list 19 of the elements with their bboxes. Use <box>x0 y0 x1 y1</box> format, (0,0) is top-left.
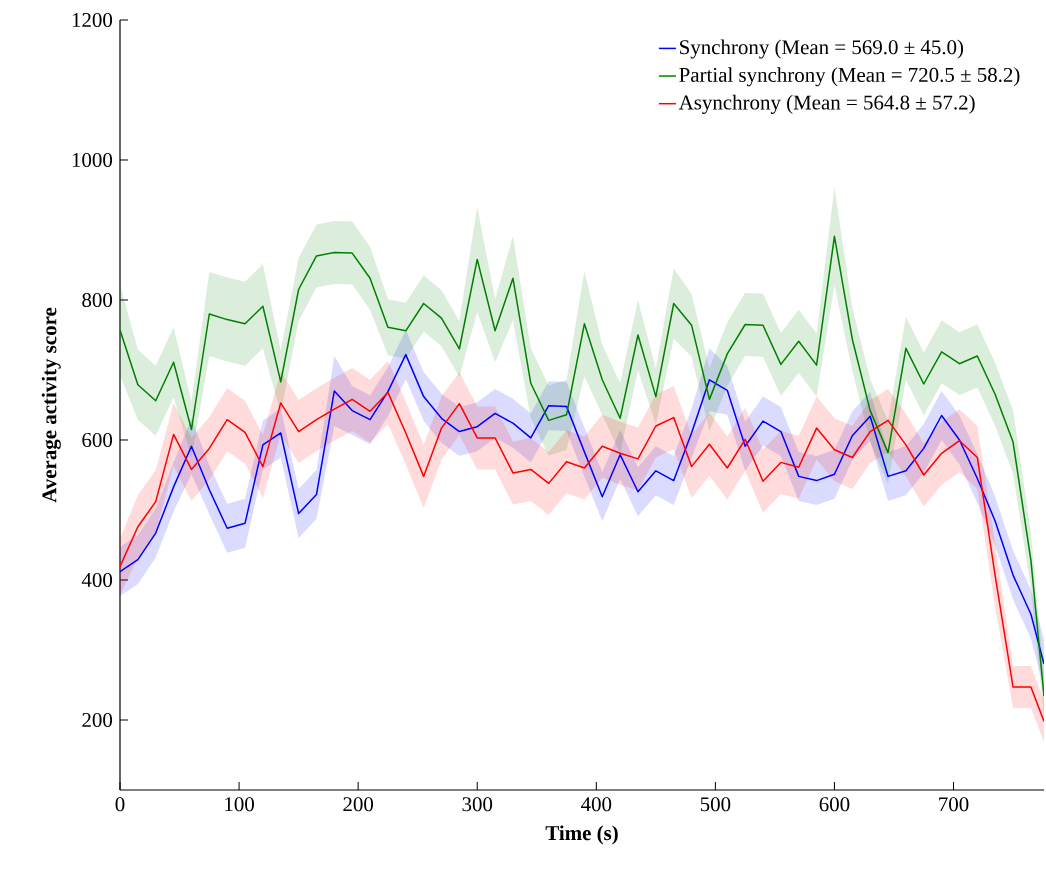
x-tick-label: 600 <box>819 797 850 812</box>
x-axis-title: Time (s) <box>545 825 618 845</box>
legend-label: Partial synchrony (Mean = 720.5 ± 58.2) <box>679 67 1020 87</box>
y-tick-label: 1000 <box>72 152 113 168</box>
x-tick-label: 300 <box>462 797 493 812</box>
x-tick-label: 200 <box>343 797 374 812</box>
x-tick-label: 700 <box>939 797 969 812</box>
y-tick-label: 400 <box>81 572 113 588</box>
x-tick-label: 400 <box>581 797 612 812</box>
y-axis-title: Average activity score <box>41 307 61 503</box>
x-tick-label: 500 <box>700 797 731 812</box>
y-tick-label: 200 <box>82 712 113 728</box>
x-tick-label: 100 <box>225 797 254 812</box>
y-tick-label: 1200 <box>72 12 113 28</box>
y-tick-label: 600 <box>82 432 113 448</box>
legend-label: Synchrony (Mean = 569.0 ± 45.0) <box>680 39 964 59</box>
y-tick-label: 800 <box>82 292 113 308</box>
x-tick-label: 0 <box>115 797 125 812</box>
legend-label: Asynchrony (Mean = 564.8 ± 57.2) <box>678 94 975 114</box>
